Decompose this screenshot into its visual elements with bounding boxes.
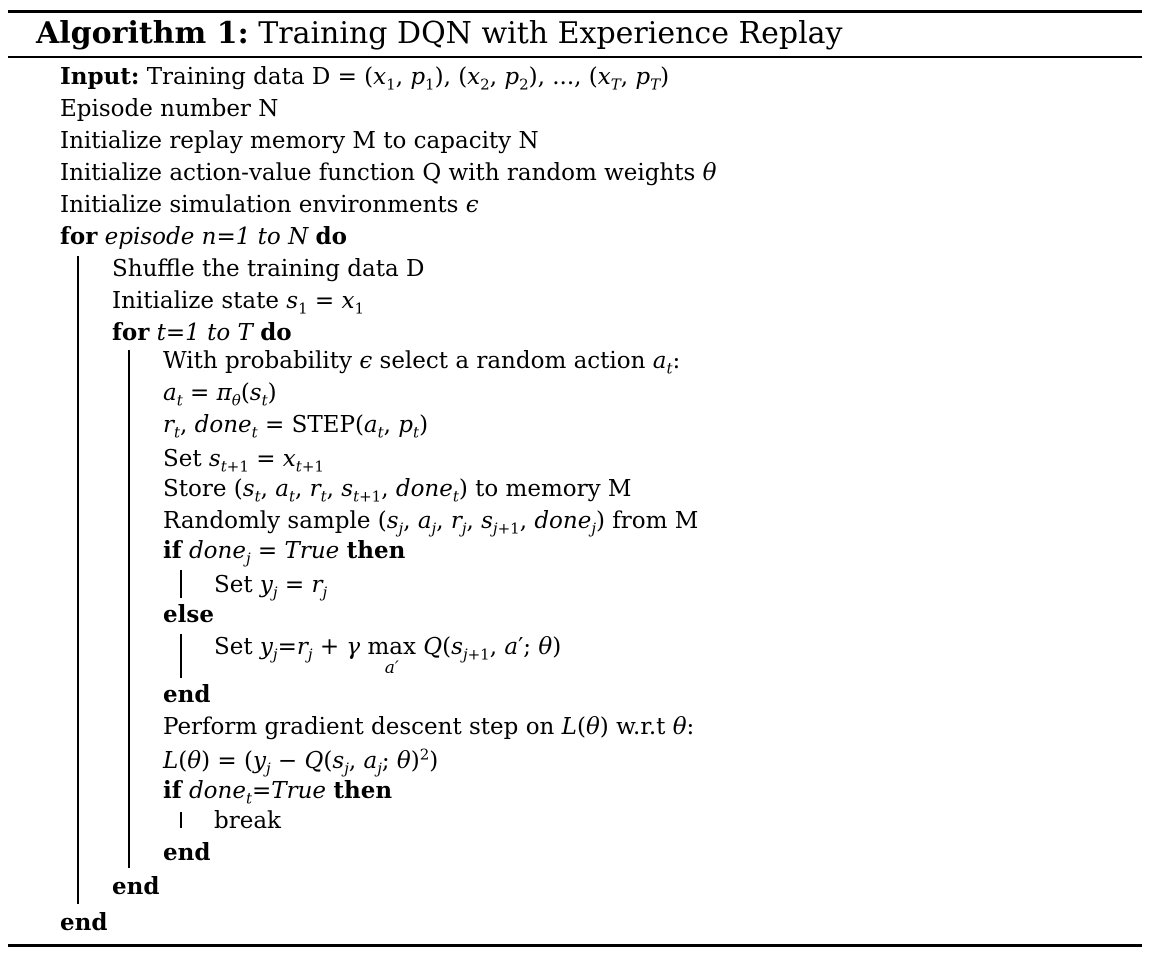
bottom-rule: [8, 944, 1142, 947]
set-y-reward-line: Set yj = rj: [214, 572, 328, 602]
if-done-t-line: if donet=True then: [163, 777, 393, 808]
for-episode-line: for episode n=1 to N do: [60, 223, 347, 250]
loss-line: L(θ) = (yj − Q(sj, aj; θ)2): [163, 745, 439, 778]
episode-number-line: Episode number N: [60, 96, 279, 122]
algorithm-name: Training DQN with Experience Replay: [258, 16, 843, 51]
else-branch-bar: [180, 634, 182, 678]
policy-line: at = πθ(st): [163, 380, 277, 410]
init-env-line: Initialize simulation environments ϵ: [60, 192, 479, 218]
t-loop-bar: [128, 350, 130, 868]
input-line: Input: Training data D = (x1, p1), (x2, …: [60, 63, 670, 94]
set-next-state-line: Set st+1 = xt+1: [163, 446, 324, 476]
break-branch-bar: [180, 812, 182, 828]
step-line: rt, donet = STEP(at, pt): [163, 412, 429, 442]
if-done-j-line: if donej = True then: [163, 537, 406, 568]
end-for-t-line: end: [112, 873, 160, 900]
init-q-line: Initialize action-value function Q with …: [60, 160, 717, 186]
gradient-step-line: Perform gradient descent step on L(θ) w.…: [163, 714, 695, 740]
header-rule: [8, 56, 1142, 58]
store-line: Store (st, at, rt, st+1, donet) to memor…: [163, 476, 632, 506]
end-if-done-line: end: [163, 839, 211, 866]
init-state-line: Initialize state s1 = x1: [112, 288, 365, 318]
end-for-episode-line: end: [60, 909, 108, 936]
episode-loop-bar: [77, 256, 79, 904]
else-line: else: [163, 601, 214, 628]
init-memory-line: Initialize replay memory M to capacity N: [60, 128, 539, 154]
break-line: break: [214, 808, 281, 834]
for-t-line: for t=1 to T do: [112, 319, 292, 346]
sample-line: Randomly sample (sj, aj, rj, sj+1, donej…: [163, 508, 699, 538]
algorithm-title: Algorithm 1: Training DQN with Experienc…: [36, 14, 843, 54]
shuffle-line: Shuffle the training data D: [112, 256, 425, 282]
set-y-target-line: Set yj=rj + γ max a′ Q(sj+1, a′; θ): [214, 634, 562, 678]
probability-line: With probability ϵ select a random actio…: [163, 348, 681, 378]
algorithm-label: Algorithm 1:: [36, 16, 249, 51]
end-if-line: end: [163, 681, 211, 708]
if-branch-bar: [180, 570, 182, 598]
top-rule: [8, 10, 1142, 13]
